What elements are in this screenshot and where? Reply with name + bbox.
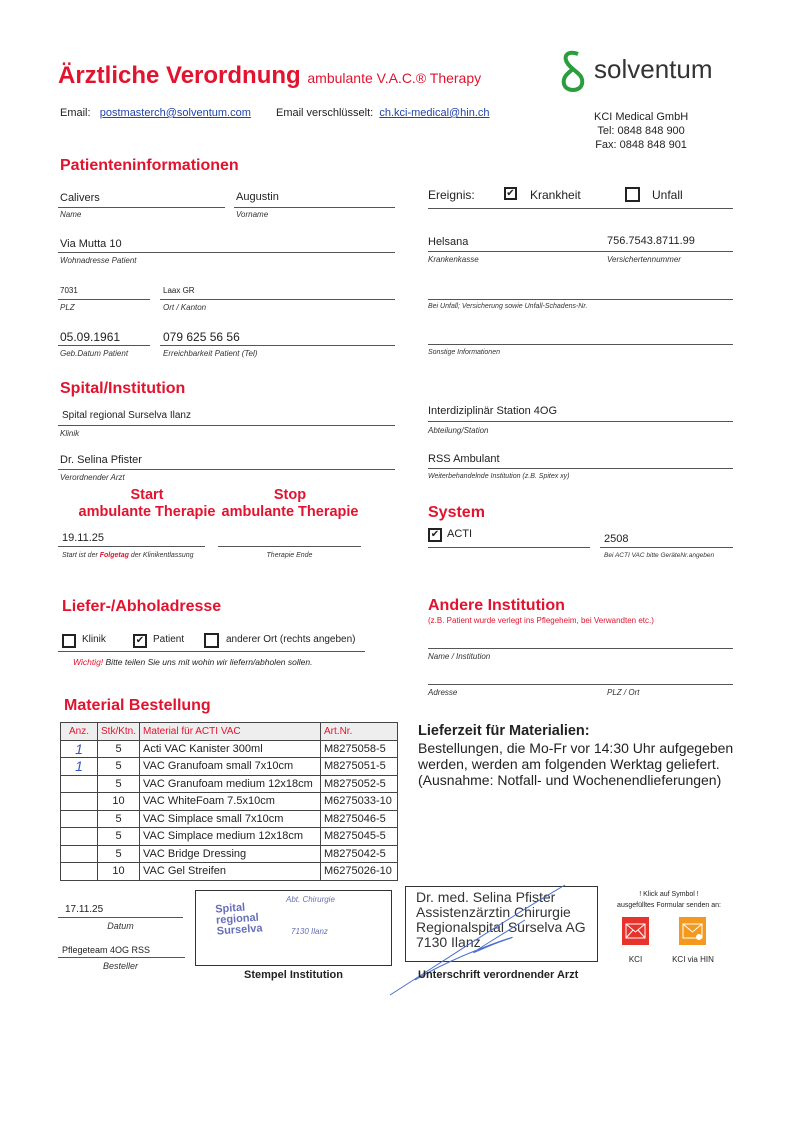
email-row: Email: postmasterch@solventum.com <box>60 107 251 119</box>
kci-hin-mail-button[interactable] <box>679 917 706 945</box>
klinik-checkbox[interactable] <box>62 634 76 648</box>
anz-cell[interactable] <box>60 774 98 793</box>
besteller-field[interactable]: Pflegeteam 4OG RSS <box>62 945 151 955</box>
patient-ort[interactable]: Laax GR <box>163 286 195 295</box>
unfall-checkbox[interactable] <box>625 187 640 202</box>
acti-checkbox[interactable]: ✔ <box>428 528 442 542</box>
signature-icon <box>389 884 566 996</box>
andere-heading: Andere Institution <box>428 597 565 614</box>
artnr-cell: M8275058-5 <box>320 739 398 758</box>
table-row: 1 5 Acti VAC Kanister 300ml M8275058-5 <box>60 739 398 758</box>
patient-checkbox[interactable]: ✔ <box>133 634 147 648</box>
material-heading: Material Bestellung <box>64 697 211 714</box>
anz-cell[interactable]: 1 <box>60 757 98 776</box>
stk-cell: 10 <box>96 862 141 881</box>
artnr-cell: M8275042-5 <box>320 844 398 863</box>
artnr-cell: M8275045-5 <box>320 827 398 846</box>
material-cell: VAC Bridge Dressing <box>139 844 322 863</box>
material-cell: VAC WhiteFoam 7.5x10cm <box>139 792 322 811</box>
krankheit-checkbox[interactable]: ✔ <box>504 187 517 200</box>
patient-vorname[interactable]: Augustin <box>236 191 279 203</box>
anz-cell[interactable] <box>60 792 98 811</box>
material-cell: VAC Gel Streifen <box>139 862 322 881</box>
table-row: 5 VAC Bridge Dressing M8275042-5 <box>60 844 398 863</box>
send-hint: ! Klick auf Symbol ! ausgefülltes Formula… <box>617 891 721 909</box>
material-cell: VAC Simplace medium 12x18cm <box>139 827 322 846</box>
start-heading: Start ambulante Therapie <box>78 487 216 520</box>
email-link[interactable]: postmasterch@solventum.com <box>99 107 251 119</box>
anz-cell[interactable]: 1 <box>60 739 98 758</box>
liefer-heading: Liefer-/Abholadresse <box>62 598 222 615</box>
material-cell: VAC Granufoam medium 12x18cm <box>139 774 322 793</box>
patient-dob[interactable]: 05.09.1961 <box>60 330 121 344</box>
title-subtitle: ambulante V.A.C.® Therapy <box>307 70 482 86</box>
anz-cell[interactable] <box>60 809 98 828</box>
solventum-logo: solventum <box>556 48 713 99</box>
patient-plz[interactable]: 7031 <box>60 286 78 295</box>
weiter-field[interactable]: RSS Ambulant <box>428 453 500 465</box>
doctor-stamp-box: Dr. med. Selina Pfister Assistenzärztin C… <box>405 886 598 962</box>
material-table: Anz. Stk/Ktn. Material für ACTI VAC Art.… <box>60 722 398 881</box>
patient-address[interactable]: Via Mutta 10 <box>60 238 122 250</box>
stk-cell: 5 <box>96 774 141 793</box>
company-address: KCI Medical GmbH Tel: 0848 848 900 Fax: 08… <box>594 111 689 151</box>
start-label: Start ist der Folgetag der Klinikentlass… <box>62 552 194 559</box>
versichertennummer[interactable]: 756.7543.8711.99 <box>607 235 695 247</box>
secure-mail-icon <box>682 923 703 940</box>
krankenkasse[interactable]: Helsana <box>428 236 469 248</box>
artnr-cell: M6275026-10 <box>320 862 398 881</box>
system-heading: System <box>428 504 485 521</box>
table-header: Anz. Stk/Ktn. Material für ACTI VAC Art.… <box>60 722 398 741</box>
stk-cell: 5 <box>96 827 141 846</box>
stk-cell: 5 <box>96 739 141 758</box>
anz-cell[interactable] <box>60 862 98 881</box>
liefer-hint: Wichtig! Bitte teilen Sie uns mit wohin … <box>73 657 313 667</box>
table-row: 5 VAC Granufoam medium 12x18cm M8275052-5 <box>60 774 398 793</box>
stamp-box: Spital regional Surselva Abt. Chirurgie 71… <box>195 890 392 966</box>
spital-heading: Spital/Institution <box>60 380 186 397</box>
artnr-cell: M8275046-5 <box>320 809 398 828</box>
patient-name[interactable]: Calivers <box>60 192 100 204</box>
title-text: Ärztliche Verordnung <box>58 62 301 89</box>
anz-cell[interactable] <box>60 827 98 846</box>
table-row: 10 VAC Gel Streifen M6275026-10 <box>60 862 398 881</box>
kci-mail-button[interactable] <box>622 917 649 945</box>
table-row: 5 VAC Simplace small 7x10cm M8275046-5 <box>60 809 398 828</box>
stk-cell: 5 <box>96 757 141 776</box>
material-cell: Acti VAC Kanister 300ml <box>139 739 322 758</box>
arzt-field[interactable]: Dr. Selina Pfister <box>60 454 142 466</box>
enc-email-link[interactable]: ch.kci-medical@hin.ch <box>379 107 490 119</box>
mail-icon <box>625 923 646 939</box>
start-date[interactable]: 19.11.25 <box>62 532 105 544</box>
geraet-nr[interactable]: 2508 <box>604 533 629 545</box>
lieferzeit-title: Lieferzeit für Materialien: <box>418 723 590 739</box>
enc-email-row: Email verschlüsselt: ch.kci-medical@hin.… <box>276 107 490 119</box>
anz-cell[interactable] <box>60 844 98 863</box>
stop-heading: Stop ambulante Therapie <box>221 487 359 520</box>
artnr-cell: M8275051-5 <box>320 757 398 776</box>
patient-heading: Patienteninformationen <box>60 157 239 174</box>
stamp-image: Spital regional Surselva <box>214 901 263 938</box>
solventum-logo-icon <box>561 50 585 92</box>
artnr-cell: M8275052-5 <box>320 774 398 793</box>
table-row: 10 VAC WhiteFoam 7.5x10cm M6275033-10 <box>60 792 398 811</box>
form-title: Ärztliche Verordnung ambulante V.A.C.® T… <box>58 62 481 90</box>
stk-cell: 10 <box>96 792 141 811</box>
lieferzeit-text: Bestellungen, die Mo-Fr vor 14:30 Uhr au… <box>418 740 734 788</box>
stk-cell: 5 <box>96 844 141 863</box>
material-cell: VAC Simplace small 7x10cm <box>139 809 322 828</box>
klinik-field[interactable]: Spital regional Surselva Ilanz <box>62 410 191 421</box>
table-row: 5 VAC Simplace medium 12x18cm M8275045-5 <box>60 827 398 846</box>
table-row: 1 5 VAC Granufoam small 7x10cm M8275051-5 <box>60 757 398 776</box>
datum-field[interactable]: 17.11.25 <box>65 904 104 915</box>
material-cell: VAC Granufoam small 7x10cm <box>139 757 322 776</box>
patient-phone[interactable]: 079 625 56 56 <box>163 330 240 344</box>
doctor-stamp-text: Dr. med. Selina Pfister Assistenzärztin C… <box>416 889 586 950</box>
anderer-ort-checkbox[interactable] <box>204 633 219 648</box>
stk-cell: 5 <box>96 809 141 828</box>
artnr-cell: M6275033-10 <box>320 792 398 811</box>
station-field[interactable]: Interdiziplinär Station 4OG <box>428 405 558 417</box>
